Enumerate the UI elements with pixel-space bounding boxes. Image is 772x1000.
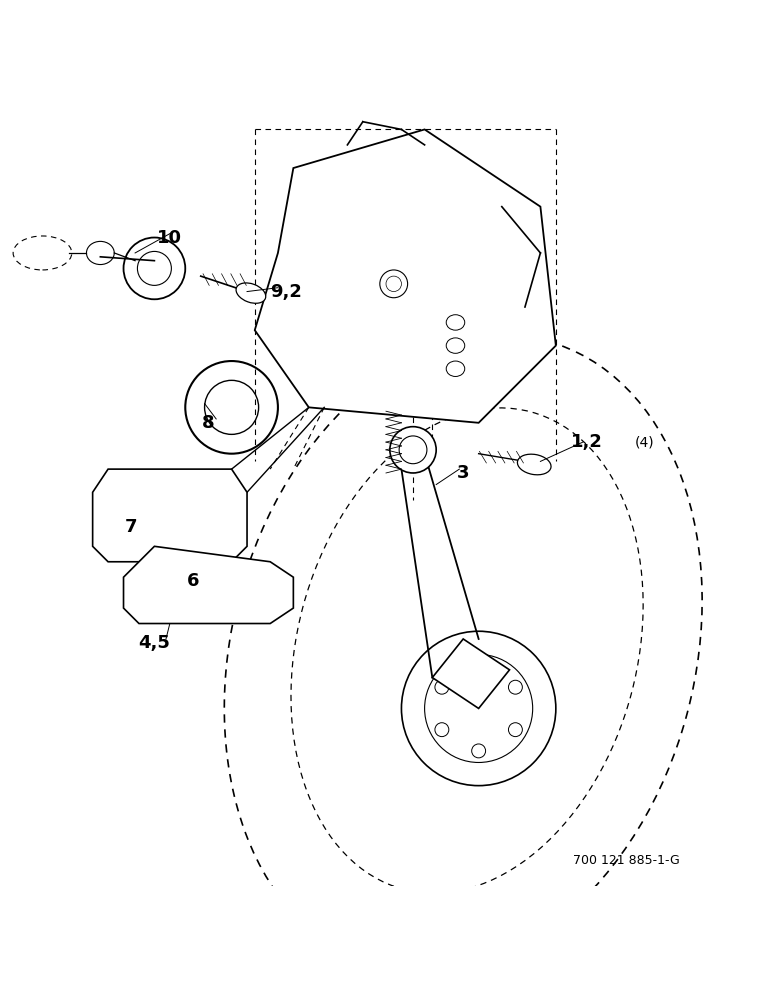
Text: 9,2: 9,2	[269, 283, 302, 301]
Ellipse shape	[390, 427, 436, 473]
Text: 7: 7	[125, 518, 137, 536]
Ellipse shape	[236, 283, 266, 303]
Ellipse shape	[446, 361, 465, 376]
Ellipse shape	[129, 530, 149, 547]
Ellipse shape	[446, 315, 465, 330]
Text: 4,5: 4,5	[138, 634, 171, 652]
Ellipse shape	[112, 515, 127, 531]
Text: 3: 3	[457, 464, 469, 482]
Ellipse shape	[472, 744, 486, 758]
Text: 700 121 885-1-G: 700 121 885-1-G	[573, 854, 679, 867]
Ellipse shape	[401, 631, 556, 786]
Ellipse shape	[517, 454, 551, 475]
Text: (4): (4)	[635, 435, 655, 449]
Ellipse shape	[86, 241, 114, 265]
Ellipse shape	[129, 499, 149, 516]
Polygon shape	[93, 469, 247, 562]
Polygon shape	[432, 639, 510, 708]
Ellipse shape	[435, 723, 449, 737]
Ellipse shape	[399, 436, 427, 464]
Text: 1,2: 1,2	[571, 433, 603, 451]
Polygon shape	[124, 546, 293, 624]
Polygon shape	[255, 129, 556, 423]
Ellipse shape	[435, 680, 449, 694]
Ellipse shape	[509, 680, 523, 694]
Text: 8: 8	[202, 414, 215, 432]
Text: 10: 10	[157, 229, 182, 247]
Text: 6: 6	[187, 572, 199, 590]
Ellipse shape	[106, 509, 134, 537]
Ellipse shape	[222, 590, 242, 610]
Ellipse shape	[446, 338, 465, 353]
Ellipse shape	[509, 723, 523, 737]
Ellipse shape	[472, 659, 486, 673]
